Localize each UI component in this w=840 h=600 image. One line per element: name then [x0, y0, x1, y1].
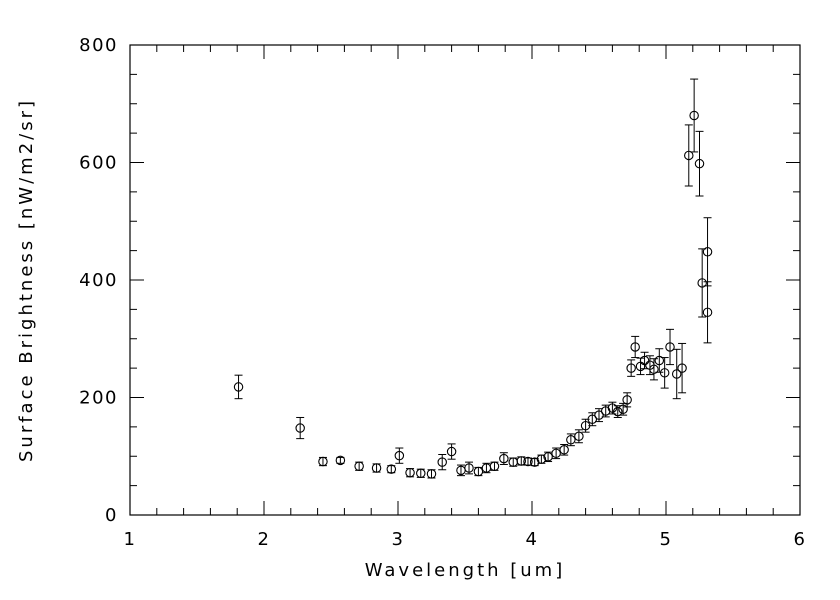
data-point-marker: [529, 457, 540, 467]
x-axis-label: Wavelength [um]: [365, 560, 566, 581]
data-point-marker: [416, 468, 426, 479]
data-point-marker: [594, 410, 604, 420]
data-point-marker: [600, 406, 611, 416]
x-tick-label: 4: [526, 529, 539, 550]
y-tick-label: 400: [79, 270, 118, 291]
data-point-marker: [566, 435, 576, 445]
data-point-marker: [694, 158, 705, 169]
data-point-marker: [446, 446, 457, 457]
data-point-marker: [677, 363, 687, 373]
data-point-marker: [665, 342, 675, 352]
data-point-marker: [394, 450, 405, 461]
data-point-marker: [607, 403, 618, 413]
data-point-marker: [618, 404, 628, 414]
data-point-marker: [318, 456, 328, 467]
data-point-marker: [499, 453, 509, 464]
data-point-marker: [233, 382, 244, 392]
x-tick-label: 6: [794, 529, 807, 550]
data-point-marker: [626, 363, 636, 373]
data-point-marker: [671, 369, 682, 379]
data-point-marker: [551, 448, 561, 459]
data-point-marker: [702, 247, 713, 257]
data-point-marker: [587, 414, 598, 424]
data-point-marker: [689, 110, 699, 121]
data-point-marker: [536, 454, 547, 464]
y-tick-label: 800: [79, 35, 118, 56]
x-tick-label: 2: [258, 529, 271, 550]
data-point-marker: [543, 452, 553, 462]
y-axis-label: Surface Brightness [nW/m2/sr]: [16, 98, 37, 462]
x-tick-label: 5: [660, 529, 673, 550]
data-point-marker: [654, 355, 665, 366]
data-point-marker: [516, 456, 527, 466]
data-point-marker: [489, 461, 500, 471]
data-point-marker: [659, 368, 670, 378]
y-tick-label: 200: [79, 388, 118, 409]
data-point-marker: [386, 464, 397, 474]
data-point-marker: [335, 455, 346, 466]
y-tick-label: 600: [79, 153, 118, 174]
data-point-marker: [426, 469, 437, 479]
data-point-marker: [295, 423, 305, 433]
data-point-marker: [613, 406, 623, 417]
data-point-marker: [405, 467, 415, 478]
x-tick-label: 3: [392, 529, 405, 550]
data-point-marker: [464, 463, 474, 473]
data-point-marker: [473, 466, 484, 477]
data-point-marker: [523, 456, 533, 467]
data-point-marker: [574, 431, 584, 442]
data-point-marker: [630, 342, 640, 352]
data-point-marker: [702, 307, 713, 318]
data-point-marker: [697, 278, 707, 288]
data-point-marker: [559, 445, 569, 455]
y-tick-label: 0: [105, 505, 118, 526]
data-point-marker: [437, 457, 447, 467]
x-tick-label: 1: [124, 529, 137, 550]
data-point-marker: [622, 395, 632, 405]
data-point-marker: [371, 463, 382, 473]
data-point-marker: [649, 364, 659, 375]
data-point-marker: [639, 355, 650, 366]
data-point-marker: [354, 461, 364, 471]
data-point-marker: [684, 150, 694, 161]
